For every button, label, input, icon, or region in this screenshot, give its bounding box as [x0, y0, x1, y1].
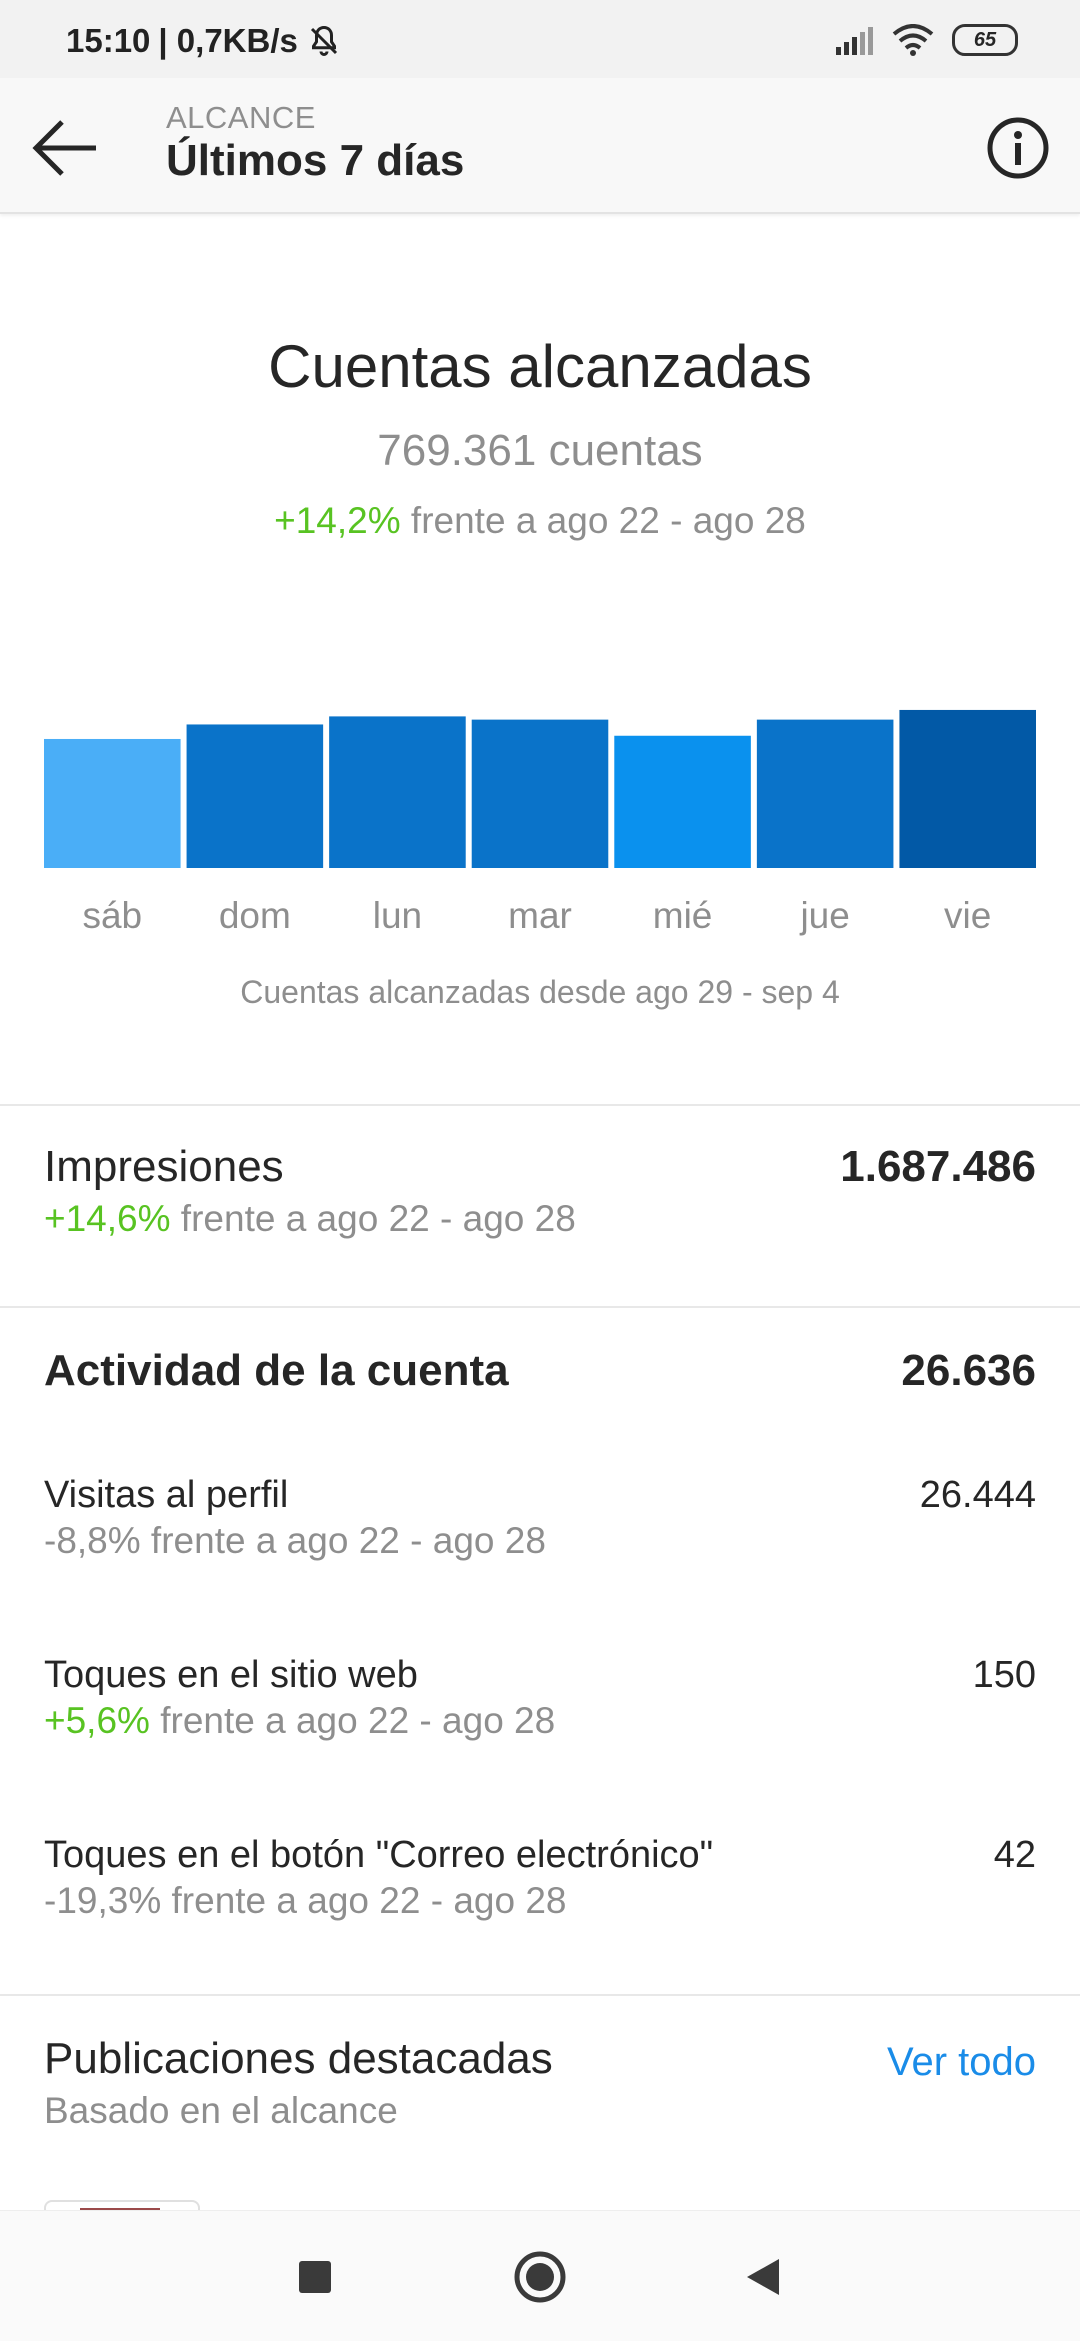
- see-all-link[interactable]: Ver todo: [886, 2040, 1036, 2084]
- activity-item-comparison: frente a ago 22 - ago 28: [149, 1700, 556, 1741]
- activity-value: 26.636: [901, 1346, 1036, 1395]
- reach-bar-chart: sáb dom lun mar mié jue vie: [44, 709, 1036, 936]
- signal-icon: [836, 27, 873, 55]
- activity-title: Actividad de la cuenta: [44, 1346, 509, 1395]
- chart-bar[interactable]: [186, 724, 324, 868]
- reach-title: Cuentas alcanzadas: [268, 333, 812, 400]
- chart-tick-label: mié: [653, 895, 713, 936]
- divider: [0, 1994, 1080, 1996]
- reach-change-line: +14,2% frente a ago 22 - ago 28: [0, 500, 1080, 542]
- chart-tick-label: vie: [944, 895, 991, 936]
- status-time: 15:10: [66, 22, 151, 59]
- chart-bar[interactable]: [614, 735, 751, 868]
- recents-square-icon[interactable]: [285, 2247, 345, 2307]
- impressions-change-line: +14,6% frente a ago 22 - ago 28: [44, 1198, 576, 1240]
- reach-count: 769.361 cuentas: [377, 426, 703, 475]
- impressions-change: +14,6%: [44, 1198, 171, 1239]
- divider: [0, 1104, 1080, 1106]
- chart-bar[interactable]: [756, 719, 894, 868]
- activity-item-change: -19,3%: [44, 1880, 162, 1921]
- activity-item-title: Toques en el sitio web: [44, 1654, 418, 1696]
- activity-item-change: -8,8%: [44, 1520, 141, 1561]
- divider: [0, 1306, 1080, 1308]
- activity-item-value: 42: [993, 1834, 1036, 1876]
- reach-change: +14,2%: [274, 500, 401, 541]
- back-triangle-icon[interactable]: [735, 2247, 795, 2307]
- chart-tick-label: jue: [799, 895, 849, 936]
- chart-tick-label: lun: [373, 895, 422, 936]
- wifi-icon: [892, 24, 934, 56]
- back-arrow-icon[interactable]: [28, 110, 104, 186]
- activity-item-change-line: -19,3% frente a ago 22 - ago 28: [44, 1880, 566, 1922]
- activity-item-change-line: -8,8% frente a ago 22 - ago 28: [44, 1520, 546, 1562]
- activity-item-title: Toques en el botón "Correo electrónico": [44, 1834, 714, 1876]
- featured-subtitle: Basado en el alcance: [44, 2090, 398, 2131]
- chart-bar[interactable]: [329, 716, 466, 868]
- chart-bar[interactable]: [471, 719, 609, 868]
- info-icon[interactable]: [986, 116, 1050, 180]
- activity-item-change: +5,6%: [44, 1700, 150, 1741]
- activity-item-comparison: frente a ago 22 - ago 28: [140, 1520, 546, 1561]
- reach-comparison: frente a ago 22 - ago 28: [400, 500, 806, 541]
- section-label: ALCANCE: [166, 100, 316, 135]
- chart-caption: Cuentas alcanzadas desde ago 29 - sep 4: [240, 974, 840, 1010]
- activity-item-value: 150: [972, 1654, 1036, 1696]
- impressions-value: 1.687.486: [840, 1142, 1036, 1191]
- impressions-title: Impresiones: [44, 1142, 284, 1191]
- activity-item-change-line: +5,6% frente a ago 22 - ago 28: [44, 1700, 555, 1742]
- activity-item-value: 26.444: [919, 1474, 1036, 1516]
- chart-bar[interactable]: [899, 709, 1036, 868]
- activity-item-comparison: frente a ago 22 - ago 28: [161, 1880, 567, 1921]
- status-speed: | 0,7KB/s: [158, 22, 298, 59]
- battery-icon: 65: [952, 24, 1018, 56]
- bell-off-icon: [310, 25, 337, 56]
- featured-title: Publicaciones destacadas: [44, 2034, 553, 2083]
- chart-bar[interactable]: [44, 738, 181, 868]
- impressions-comparison: frente a ago 22 - ago 28: [170, 1198, 576, 1239]
- status-right: 65: [834, 24, 1018, 56]
- chart-tick-label: mar: [508, 895, 572, 936]
- chart-tick-label: dom: [219, 895, 291, 936]
- status-bar: 15:10 | 0,7KB/s 65: [0, 0, 1080, 78]
- system-nav-bar: [0, 2210, 1080, 2341]
- page-title: Últimos 7 días: [166, 136, 465, 185]
- app-bar: ALCANCE Últimos 7 días: [0, 78, 1080, 214]
- status-left: 15:10 | 0,7KB/s: [66, 22, 342, 60]
- activity-item-title: Visitas al perfil: [44, 1474, 289, 1516]
- home-circle-icon[interactable]: [510, 2247, 570, 2307]
- chart-tick-label: sáb: [82, 895, 142, 936]
